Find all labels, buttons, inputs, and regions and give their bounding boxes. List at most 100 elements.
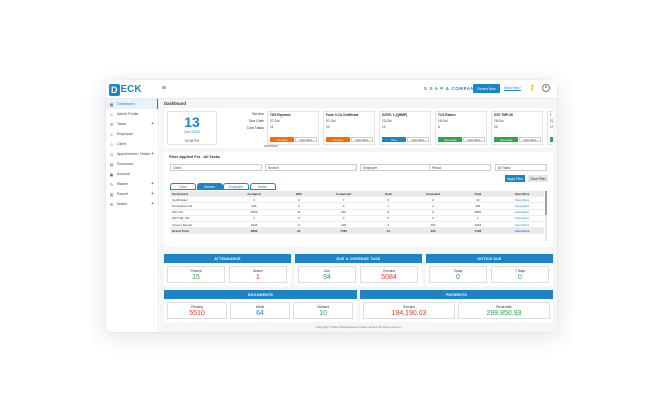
view-more-button[interactable]: View More bbox=[519, 137, 541, 142]
plus-icon[interactable]: + bbox=[151, 191, 154, 197]
hamburger-icon[interactable]: ≡ bbox=[162, 85, 167, 92]
due-status-button[interactable]: Upcoming bbox=[494, 137, 518, 142]
clear-filter-button[interactable]: Clear Filter bbox=[528, 175, 548, 182]
view-more-link[interactable]: View More bbox=[515, 197, 530, 202]
table-cell: 3 bbox=[432, 203, 434, 208]
due-status-button[interactable]: Due bbox=[382, 137, 406, 142]
notice_due-stat-today[interactable]: Today 0 bbox=[429, 266, 487, 283]
view-more-button[interactable]: View More bbox=[463, 137, 485, 142]
due-card[interactable]: Form 3 CA Certificate 07-Oct 20 Overdue View… bbox=[323, 111, 375, 145]
documents-stat-outward[interactable]: Outward 10 bbox=[293, 302, 353, 319]
table-cell: 8 bbox=[387, 210, 390, 215]
table-cell: Assigned bbox=[247, 191, 261, 196]
sidebar-item-label: Dashboard bbox=[117, 102, 135, 106]
due-card-date: 15-Oct bbox=[438, 119, 448, 123]
table-row: Income Tax Act 1943 0 128 3 152 1964 View More bbox=[170, 222, 544, 229]
stat-label: 7 Days bbox=[515, 269, 525, 273]
due_overdue-stat-due[interactable]: Due 94 bbox=[298, 266, 356, 283]
user-icon[interactable] bbox=[542, 84, 550, 92]
table-cell: 0 bbox=[387, 216, 390, 221]
plus-icon[interactable]: + bbox=[151, 201, 154, 207]
tasks-icon: ☰ bbox=[109, 121, 114, 127]
due-status-button[interactable]: Overdue bbox=[326, 137, 350, 142]
plus-icon[interactable]: + bbox=[151, 151, 154, 157]
table-cell: 3860 bbox=[474, 210, 482, 215]
table-header-row: Service/Act Assigned WIP Completed Hold Cance… bbox=[170, 191, 544, 198]
renew-now-button[interactable]: Renew Now bbox=[473, 84, 500, 93]
sidebar-item-notice[interactable]: ✉ Notice + bbox=[106, 199, 158, 209]
due-status-button[interactable] bbox=[550, 137, 553, 142]
filter-select-service[interactable]: Service bbox=[265, 164, 357, 171]
sidebar-item-employee[interactable]: ☺ Employee bbox=[106, 129, 158, 139]
main-content: Dashboard 13 Oct 2022 04:58 PM Service D… bbox=[160, 99, 557, 332]
sidebar: ▦ Dashboard ☺ Admin Profile ☰ Tasks + ☺ Employee… bbox=[106, 99, 159, 332]
view-more-link[interactable]: View More bbox=[515, 216, 530, 221]
due-card-date: 22 bbox=[550, 119, 553, 123]
tab-service[interactable]: Service bbox=[196, 183, 223, 190]
due-card[interactable]: TDS Payment 07-Oct 11 Overdue View More bbox=[267, 111, 319, 145]
sidebar-item-label: Tasks bbox=[117, 122, 127, 126]
plus-icon[interactable]: + bbox=[151, 181, 154, 187]
cards-scrollbar[interactable] bbox=[264, 145, 278, 147]
notice_due-stat-7-days[interactable]: 7 Days 0 bbox=[491, 266, 549, 283]
due_overdue-stat-overdue[interactable]: Overdue 5084 bbox=[360, 266, 418, 283]
due-card[interactable]: Ser22 17 bbox=[547, 111, 553, 145]
due-cards-strip: 13 Oct 2022 04:58 PM Service Due Date Du… bbox=[164, 108, 553, 148]
sidebar-item-admin-profile[interactable]: ☺ Admin Profile bbox=[106, 109, 158, 119]
sidebar-item-master[interactable]: ✎ Master + bbox=[106, 179, 158, 189]
table-cell: 0 bbox=[387, 197, 390, 202]
tab-employee[interactable]: Employee bbox=[223, 183, 249, 190]
table-cell: 3669 bbox=[250, 210, 258, 215]
due-status-button[interactable]: Overdue bbox=[270, 137, 294, 142]
table-cell: 0 bbox=[297, 197, 300, 202]
table-scrollbar[interactable] bbox=[545, 191, 547, 241]
stat-label: Receivable bbox=[496, 305, 512, 309]
documents-stat-pending[interactable]: Pending 5510 bbox=[167, 302, 227, 319]
sidebar-item-account[interactable]: ▣ Account bbox=[106, 169, 158, 179]
attendance-stat-present[interactable]: Present 15 bbox=[167, 266, 225, 283]
view-more-link[interactable]: View More bbox=[515, 222, 530, 227]
panel-title: DUE & OVERDUE TASK bbox=[295, 254, 422, 263]
tab-notice[interactable]: Notice bbox=[249, 183, 276, 190]
plus-icon[interactable]: + bbox=[151, 121, 154, 127]
filter-select-period[interactable]: Period bbox=[429, 164, 491, 171]
due-date-label: Due Date bbox=[248, 119, 264, 123]
view-more-button[interactable]: View More bbox=[351, 137, 373, 142]
filter-select-all-tasks[interactable]: All Tasks bbox=[495, 164, 547, 171]
date-widget: 13 Oct 2022 04:58 PM bbox=[167, 111, 217, 145]
sidebar-item-tasks[interactable]: ☰ Tasks + bbox=[106, 119, 158, 129]
logo[interactable]: D ECK bbox=[109, 83, 142, 96]
sidebar-item-appointment-visitor[interactable]: ◷ Appointment / Visitor + bbox=[106, 149, 158, 159]
view-more-button[interactable]: View More bbox=[295, 137, 317, 142]
payments-stat-overdue[interactable]: Overdue 194,190.03 bbox=[363, 302, 455, 319]
sidebar-item-dashboard[interactable]: ▦ Dashboard bbox=[106, 99, 158, 109]
apply-filter-button[interactable]: Apply Filter bbox=[505, 175, 525, 182]
table-cell: Certification bbox=[172, 197, 188, 202]
due-card-title: GST TMP-08 bbox=[494, 113, 513, 117]
documents-stat-inside[interactable]: Inside 64 bbox=[230, 302, 290, 319]
view-more-link[interactable]: View More bbox=[515, 203, 530, 208]
tab-client[interactable]: Client bbox=[170, 183, 196, 190]
due-card[interactable]: GST TMP-08 18-Oct 23 Upcoming View More bbox=[491, 111, 543, 145]
payments-stat-receivable[interactable]: Receivable 299,850.93 bbox=[458, 302, 550, 319]
due-card[interactable]: TCS Return 15-Oct 6 Upcoming View More bbox=[435, 111, 487, 145]
key-icon[interactable]: ⚷ bbox=[529, 83, 535, 92]
table-row: GST Act 3669 11 166 8 6 3860 View More bbox=[170, 210, 544, 216]
view-more-button[interactable]: View More bbox=[407, 137, 429, 142]
view-more-link[interactable]: View More bbox=[514, 228, 530, 233]
filter-title: Filter Applied For : All Tasks bbox=[169, 155, 220, 159]
attendance-stat-absent[interactable]: Absent 1 bbox=[229, 266, 287, 283]
need-help-link[interactable]: Need Help? bbox=[504, 86, 521, 90]
stat-value: 64 bbox=[256, 310, 264, 317]
table-cell: WIP bbox=[295, 191, 302, 196]
due-status-button[interactable]: Upcoming bbox=[438, 137, 462, 142]
sidebar-item-document[interactable]: ▤ Document bbox=[106, 159, 158, 169]
due-card[interactable]: GSTR- 1 (QRMP) 13-Oct 14 Due View More bbox=[379, 111, 431, 145]
filter-select-client[interactable]: Client bbox=[170, 164, 262, 171]
sidebar-item-client[interactable]: ☺ Client bbox=[106, 139, 158, 149]
due-card-actions: Overdue View More bbox=[270, 137, 317, 142]
table-cell: 152 bbox=[430, 222, 436, 227]
view-more-link[interactable]: View More bbox=[515, 210, 530, 215]
logo-text: ECK bbox=[120, 84, 142, 95]
sidebar-item-report[interactable]: ▥ Report + bbox=[106, 189, 158, 199]
